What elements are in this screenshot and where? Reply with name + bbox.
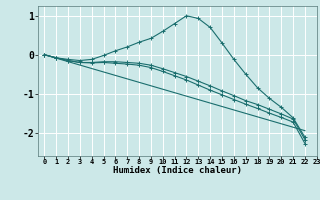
X-axis label: Humidex (Indice chaleur): Humidex (Indice chaleur) <box>113 166 242 175</box>
